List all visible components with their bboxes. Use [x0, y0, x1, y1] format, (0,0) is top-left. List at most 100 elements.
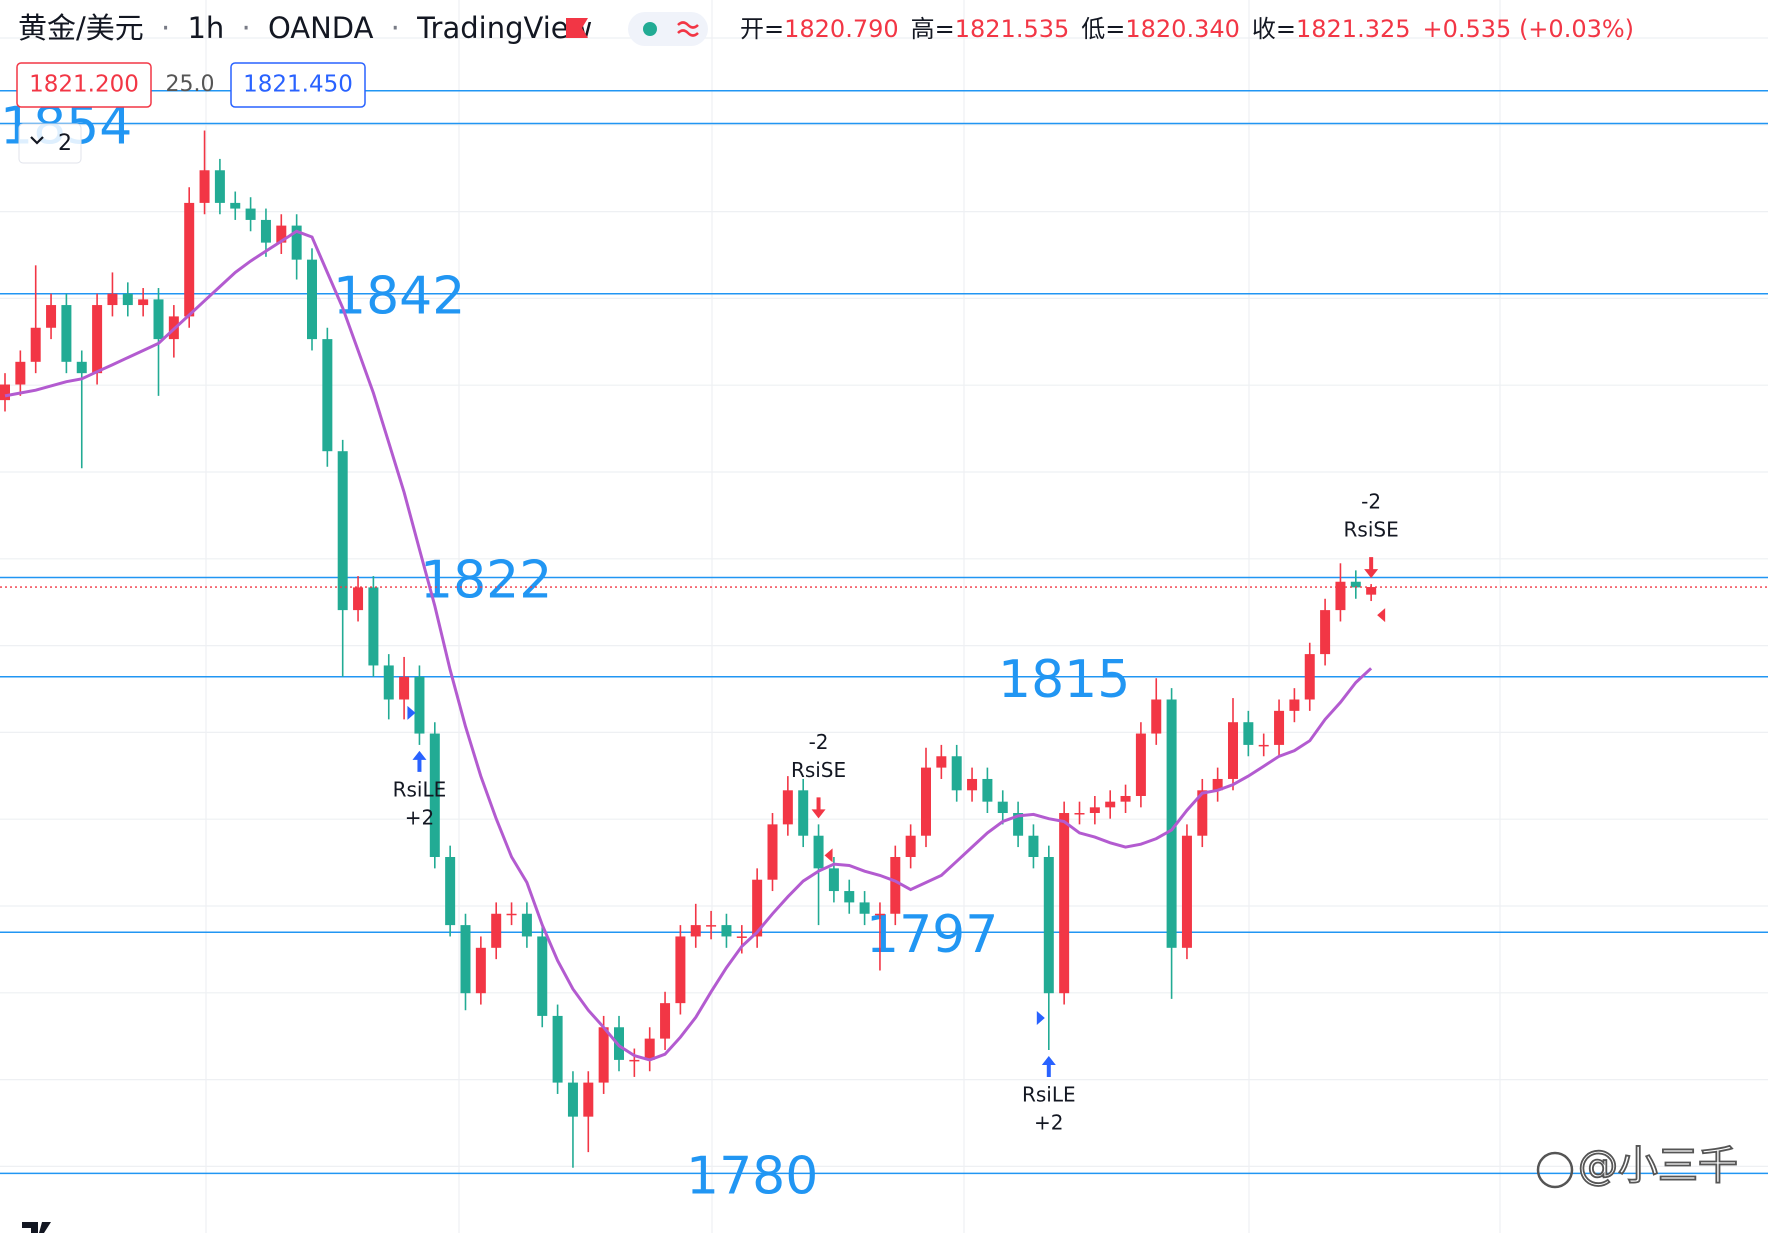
- separator: ·: [242, 11, 251, 45]
- level-label: 1815: [998, 650, 1130, 710]
- ohlc-label: 高=: [911, 15, 955, 43]
- tv-logo: [22, 1222, 51, 1233]
- candle-body: [1212, 778, 1223, 791]
- candle-body: [1181, 835, 1192, 948]
- candle-body: [921, 767, 931, 836]
- ohlc-label: 开=: [740, 15, 784, 43]
- candle-body: [813, 835, 824, 869]
- candle-body: [537, 936, 548, 1016]
- entry-marker: [1036, 1010, 1045, 1025]
- candle-body: [951, 756, 962, 791]
- candle-body: [307, 259, 317, 340]
- candle-body: [138, 299, 149, 306]
- status-dot: [643, 22, 657, 36]
- indicator-toggle[interactable]: [18, 123, 82, 164]
- short-arrow: [811, 797, 826, 819]
- candle-body: [199, 170, 210, 203]
- candle-body: [1059, 813, 1070, 994]
- source: TradingView: [416, 11, 592, 45]
- candle-body: [1013, 813, 1024, 836]
- short-arrow: [1364, 557, 1379, 579]
- long-arrow: [412, 750, 427, 772]
- candle-body: [322, 339, 333, 452]
- ohlc-value: 1821.535: [955, 15, 1070, 43]
- signal-qty: +2: [405, 805, 434, 829]
- signal-label: RsiLE: [393, 777, 447, 801]
- exit-marker: [824, 848, 833, 863]
- symbol: 黄金/美元: [18, 11, 144, 45]
- candle-body: [399, 676, 410, 700]
- level-label: 1797: [866, 905, 998, 965]
- exchange: OANDA: [268, 11, 374, 45]
- candle-body: [598, 1027, 609, 1083]
- candle-body: [1166, 699, 1177, 948]
- entry-marker: [407, 705, 416, 720]
- candle-body: [752, 879, 763, 937]
- separator: ·: [391, 11, 400, 45]
- candle-body: [1151, 699, 1162, 734]
- candle-body: [276, 225, 287, 243]
- candle-body: [1243, 722, 1254, 745]
- moving-average: [4, 229, 1373, 1062]
- candle-body: [76, 361, 87, 374]
- candle-body: [629, 1059, 640, 1062]
- signal-qty: -2: [809, 730, 829, 754]
- candle-body: [1028, 835, 1039, 857]
- candle-body: [736, 936, 747, 938]
- level-label: 1822: [420, 550, 552, 610]
- candle-body: [767, 824, 778, 880]
- candle-body: [15, 361, 26, 385]
- watermark: @小三千: [1578, 1143, 1738, 1189]
- candle-body: [905, 835, 916, 857]
- candle-body: [260, 219, 271, 243]
- candle-body: [997, 801, 1008, 814]
- candle-body: [798, 790, 809, 836]
- candle-body: [92, 305, 103, 374]
- candle-body: [184, 202, 195, 317]
- candle-body: [122, 293, 133, 306]
- ask-price: 1821.450: [243, 72, 353, 98]
- signal-label: RsiSE: [1344, 518, 1399, 542]
- candle-body: [706, 925, 717, 927]
- signal-label: RsiSE: [791, 758, 846, 782]
- ohlc-legend: 开=1820.790 高=1821.535 低=1820.340 收=1821.325…: [740, 15, 1634, 43]
- change: +0.535 (+0.03%): [1423, 15, 1635, 43]
- chevron-icon: [30, 136, 44, 145]
- candle-body: [61, 305, 72, 362]
- candle-body: [967, 778, 978, 791]
- candle-body: [1197, 790, 1208, 836]
- candle-body: [506, 913, 517, 916]
- candle-body: [660, 1003, 671, 1039]
- candle-body: [721, 925, 732, 937]
- indicator-count: 2: [58, 131, 72, 156]
- candle-body: [1304, 654, 1315, 700]
- level-label: 1780: [686, 1146, 818, 1206]
- candle-body: [1350, 581, 1361, 588]
- candle-body: [828, 868, 839, 892]
- long-arrow: [1041, 1055, 1056, 1077]
- candle-body: [936, 756, 947, 768]
- level-label: 1842: [333, 267, 465, 327]
- candle-body: [1089, 807, 1100, 814]
- candle-body: [337, 451, 348, 611]
- candle-body: [214, 170, 225, 203]
- ohlc-value: 1821.325: [1296, 15, 1411, 43]
- header: 黄金/美元 · 1h · OANDA · TradingView 开=1820.…: [16, 11, 1634, 108]
- signal-qty: -2: [1361, 490, 1381, 514]
- candle-body: [383, 665, 394, 700]
- candle-body: [644, 1038, 655, 1060]
- candle-body: [46, 305, 57, 328]
- candle-body: [1258, 744, 1269, 747]
- candle-body: [414, 676, 425, 734]
- bid-box: [16, 62, 152, 108]
- candle-body: [1105, 801, 1116, 808]
- candle-body: [153, 299, 164, 340]
- candle-body: [291, 225, 302, 260]
- candles: [0, 130, 1377, 1168]
- ohlc-value: 1820.340: [1125, 15, 1240, 43]
- watermark-icon: [1536, 1151, 1574, 1189]
- candle-body: [552, 1015, 563, 1083]
- flag-icon: [566, 18, 588, 38]
